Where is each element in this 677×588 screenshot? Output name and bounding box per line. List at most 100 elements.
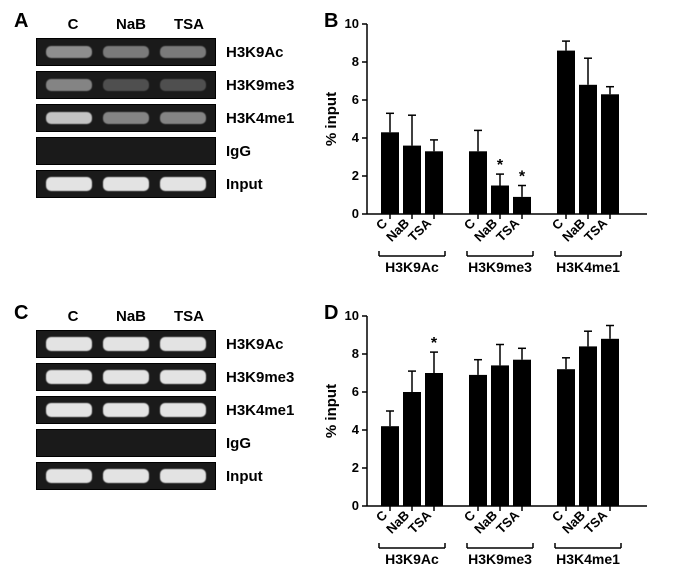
panel-b: B 0246810% inputCNaBTSAH3K9AcC*NaB*TSAH3…	[322, 12, 677, 284]
svg-text:0: 0	[352, 206, 359, 221]
gel-band	[46, 46, 92, 58]
bar	[491, 365, 509, 506]
bar	[425, 373, 443, 506]
panel-d: D 0246810% inputCNaB*TSAH3K9AcCNaBTSAH3K…	[322, 304, 677, 576]
gel-band	[46, 469, 92, 483]
gel-lane-header: CNaBTSA	[44, 308, 312, 325]
svg-text:0: 0	[352, 498, 359, 513]
gel-box	[36, 71, 216, 99]
gel-row: H3K9me3	[36, 71, 312, 99]
bar	[381, 426, 399, 506]
svg-text:8: 8	[352, 346, 359, 361]
gel-row: H3K9Ac	[36, 38, 312, 66]
bar	[601, 94, 619, 214]
gel-band	[46, 403, 92, 417]
gel-lane-label: C	[44, 16, 102, 33]
gel-band	[46, 79, 92, 91]
svg-text:TSA: TSA	[405, 507, 434, 536]
bar	[579, 346, 597, 506]
gel-row: H3K9me3	[36, 363, 312, 391]
gel-lane-label: TSA	[160, 308, 218, 325]
bar	[403, 146, 421, 214]
svg-text:4: 4	[352, 130, 360, 145]
bar	[381, 132, 399, 214]
bar	[469, 375, 487, 506]
gel-band	[160, 112, 206, 124]
gel-c: CNaBTSAH3K9AcH3K9me3H3K4me1IgGInput	[12, 304, 312, 490]
gel-box	[36, 462, 216, 490]
gel-band	[103, 46, 149, 58]
svg-text:10: 10	[345, 308, 359, 323]
gel-band	[103, 403, 149, 417]
gel-box	[36, 104, 216, 132]
svg-text:% input: % input	[323, 92, 340, 146]
bar	[513, 197, 531, 214]
gel-band	[46, 177, 92, 191]
gel-row-label: Input	[226, 176, 263, 193]
panel-a-label: A	[14, 10, 28, 33]
gel-band	[160, 79, 206, 91]
svg-text:% input: % input	[323, 384, 340, 438]
gel-lane-label: NaB	[102, 308, 160, 325]
gel-lane-header: CNaBTSA	[44, 16, 312, 33]
svg-text:TSA: TSA	[581, 507, 610, 536]
gel-lane-label: NaB	[102, 16, 160, 33]
bar-chart: 0246810% inputCNaBTSAH3K9AcC*NaB*TSAH3K9…	[322, 14, 657, 284]
gel-band	[103, 370, 149, 384]
gel-row: Input	[36, 170, 312, 198]
svg-text:2: 2	[352, 168, 359, 183]
bar	[557, 369, 575, 506]
svg-text:*: *	[497, 157, 504, 174]
gel-band	[160, 469, 206, 483]
bar	[579, 85, 597, 214]
gel-box	[36, 38, 216, 66]
gel-row-label: IgG	[226, 143, 251, 160]
svg-text:10: 10	[345, 16, 359, 31]
panel-a: A CNaBTSA H3K9Ac H3K9me3 H3K4me1 IgG Input	[12, 12, 312, 284]
chart-d: 0246810% inputCNaB*TSAH3K9AcCNaBTSAH3K9m…	[322, 304, 677, 576]
gel-row-label: H3K4me1	[226, 402, 294, 419]
chart-b: 0246810% inputCNaBTSAH3K9AcC*NaB*TSAH3K9…	[322, 12, 677, 284]
gel-row: H3K4me1	[36, 104, 312, 132]
gel-box	[36, 396, 216, 424]
svg-text:6: 6	[352, 92, 359, 107]
gel-row-label: IgG	[226, 435, 251, 452]
gel-row: IgG	[36, 429, 312, 457]
gel-band	[160, 370, 206, 384]
gel-box	[36, 137, 216, 165]
gel-band	[103, 469, 149, 483]
bar	[403, 392, 421, 506]
gel-row-label: H3K9Ac	[226, 336, 284, 353]
svg-text:TSA: TSA	[493, 507, 522, 536]
bar	[513, 360, 531, 506]
gel-band	[46, 337, 92, 351]
svg-text:H3K9Ac: H3K9Ac	[385, 259, 439, 275]
gel-row-label: H3K9me3	[226, 369, 294, 386]
gel-box	[36, 330, 216, 358]
svg-text:8: 8	[352, 54, 359, 69]
svg-text:H3K4me1: H3K4me1	[556, 259, 620, 275]
panel-c-label: C	[14, 302, 28, 325]
gel-row-label: H3K4me1	[226, 110, 294, 127]
gel-box	[36, 170, 216, 198]
svg-text:*: *	[431, 335, 438, 352]
gel-band	[103, 112, 149, 124]
gel-lane-label: C	[44, 308, 102, 325]
gel-band	[103, 79, 149, 91]
gel-row: Input	[36, 462, 312, 490]
svg-text:6: 6	[352, 384, 359, 399]
bar	[557, 51, 575, 214]
svg-text:*: *	[519, 169, 526, 186]
gel-band	[160, 337, 206, 351]
gel-row-label: H3K9me3	[226, 77, 294, 94]
gel-band	[103, 337, 149, 351]
gel-a: CNaBTSA H3K9Ac H3K9me3 H3K4me1 IgG Input	[12, 12, 312, 198]
svg-text:4: 4	[352, 422, 360, 437]
gel-row: H3K4me1	[36, 396, 312, 424]
gel-band	[160, 177, 206, 191]
gel-band	[103, 177, 149, 191]
figure-grid: A CNaBTSAH3K9AcH3K9me3H3K4me1IgGInput B …	[12, 12, 665, 576]
gel-band	[160, 46, 206, 58]
svg-text:TSA: TSA	[405, 215, 434, 244]
gel-band	[46, 370, 92, 384]
